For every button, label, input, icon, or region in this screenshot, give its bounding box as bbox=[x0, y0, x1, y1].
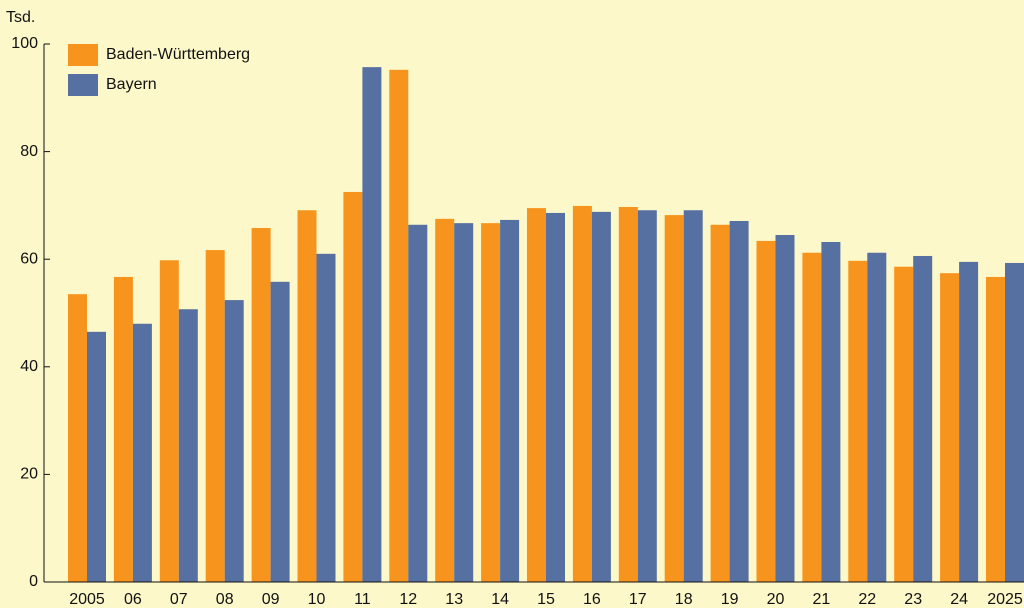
x-tick-label: 14 bbox=[491, 591, 509, 608]
bar bbox=[178, 309, 198, 582]
bar bbox=[205, 250, 225, 582]
bar bbox=[500, 219, 520, 582]
x-tick-label: 20 bbox=[767, 591, 785, 608]
bar bbox=[297, 210, 317, 582]
bar bbox=[435, 218, 455, 582]
bar bbox=[710, 224, 730, 582]
bar bbox=[527, 208, 546, 582]
bar bbox=[775, 234, 795, 583]
x-tick-label: 09 bbox=[262, 591, 280, 608]
bar bbox=[683, 210, 703, 582]
bar bbox=[664, 215, 684, 583]
bar bbox=[821, 241, 841, 582]
x-tick-label: 13 bbox=[445, 591, 463, 608]
bar bbox=[389, 69, 409, 583]
bar bbox=[867, 252, 887, 582]
bar bbox=[729, 221, 749, 582]
bar bbox=[159, 260, 179, 582]
bar bbox=[802, 252, 822, 582]
legend-swatch bbox=[68, 74, 98, 96]
bar bbox=[316, 253, 336, 582]
x-tick-label: 18 bbox=[675, 591, 693, 608]
bar bbox=[637, 210, 657, 582]
x-tick-label: 11 bbox=[354, 591, 371, 608]
bar bbox=[848, 260, 868, 582]
y-tick-label: 0 bbox=[29, 573, 38, 590]
x-tick-label: 2005 bbox=[69, 591, 105, 608]
bar bbox=[408, 224, 428, 582]
x-tick-label: 22 bbox=[858, 591, 876, 608]
bar bbox=[87, 331, 106, 582]
bar bbox=[362, 67, 382, 582]
x-tick-label: 24 bbox=[950, 591, 968, 608]
x-tick-label: 08 bbox=[216, 591, 234, 608]
bar bbox=[591, 211, 611, 582]
bar bbox=[113, 276, 133, 582]
bar bbox=[224, 300, 244, 582]
legend-label: Bayern bbox=[106, 76, 157, 93]
bar bbox=[68, 294, 87, 582]
bar bbox=[913, 255, 933, 583]
bar bbox=[618, 207, 638, 583]
bar bbox=[454, 223, 474, 583]
x-tick-label: 12 bbox=[399, 591, 417, 608]
bar bbox=[959, 261, 979, 582]
x-tick-label: 23 bbox=[904, 591, 922, 608]
x-tick-label: 06 bbox=[124, 591, 142, 608]
x-tick-label: 10 bbox=[308, 591, 326, 608]
x-tick-label: 17 bbox=[629, 591, 647, 608]
bar bbox=[756, 240, 776, 582]
bar bbox=[343, 191, 363, 582]
y-tick-label: 20 bbox=[20, 466, 38, 483]
bar bbox=[986, 276, 1005, 582]
x-tick-label: 16 bbox=[583, 591, 601, 608]
bar bbox=[251, 227, 271, 582]
y-tick-label: 100 bbox=[11, 35, 38, 52]
legend-label: Baden-Württemberg bbox=[106, 46, 250, 63]
bar bbox=[132, 323, 152, 582]
legend-swatch bbox=[68, 44, 98, 66]
x-tick-label: 07 bbox=[170, 591, 188, 608]
bar bbox=[270, 281, 290, 582]
y-tick-label: 80 bbox=[20, 143, 38, 160]
x-tick-label: 21 bbox=[813, 591, 831, 608]
x-tick-label: 15 bbox=[537, 591, 555, 608]
bar bbox=[546, 212, 565, 582]
bar bbox=[940, 273, 960, 582]
bar bbox=[894, 266, 914, 582]
bar bbox=[572, 205, 592, 583]
y-tick-label: 40 bbox=[20, 358, 38, 375]
x-tick-label: 19 bbox=[721, 591, 739, 608]
bar bbox=[1005, 262, 1024, 582]
y-unit: Tsd. bbox=[6, 9, 35, 26]
y-tick-label: 60 bbox=[20, 250, 38, 267]
bar bbox=[481, 223, 501, 583]
x-tick-label: 2025 bbox=[987, 591, 1023, 608]
